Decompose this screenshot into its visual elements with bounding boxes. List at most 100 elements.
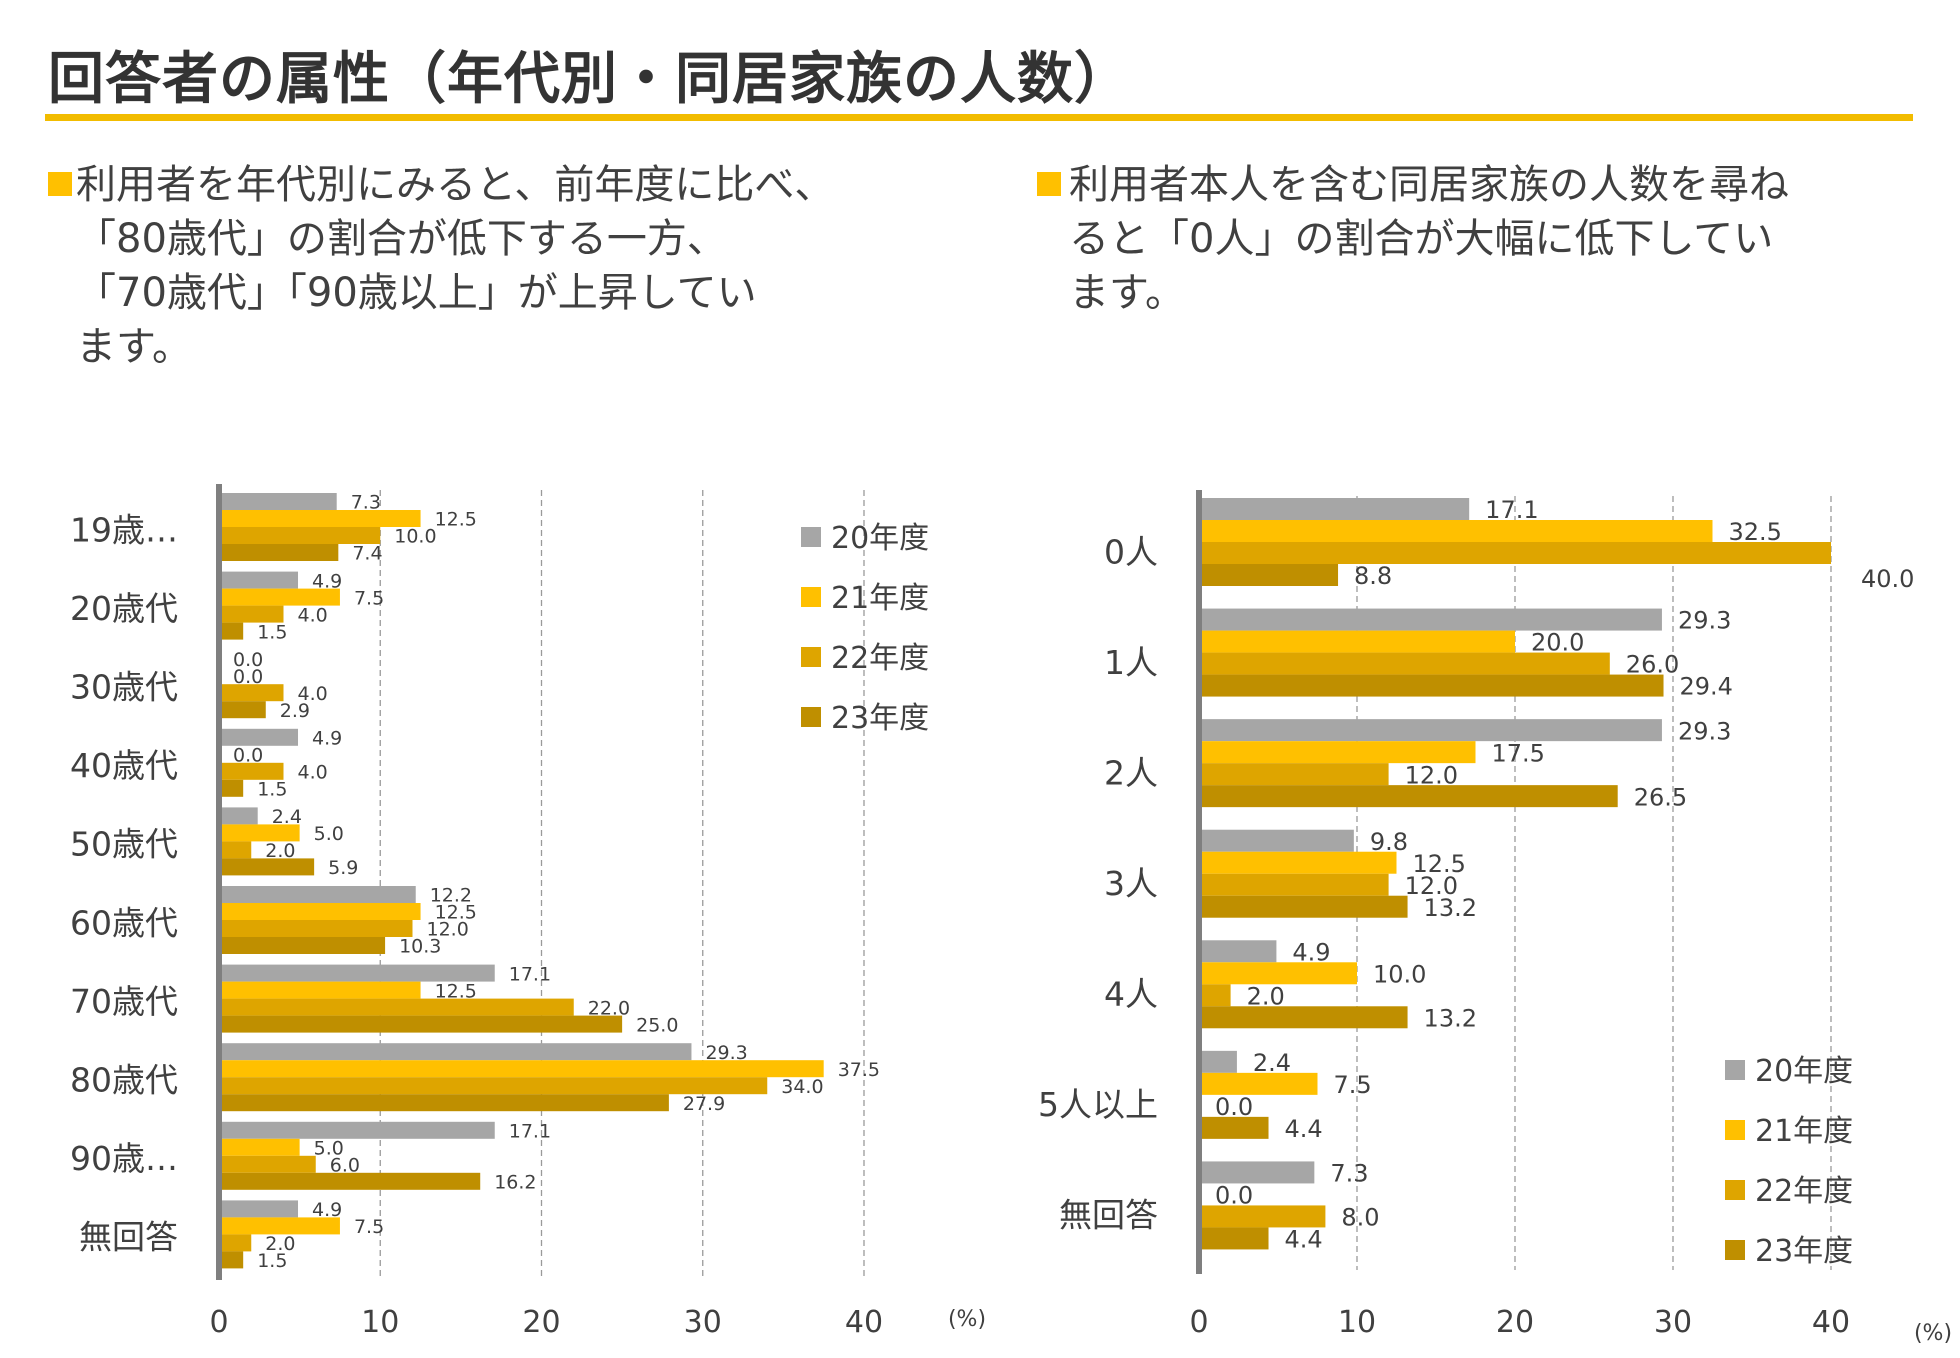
bar [219, 622, 244, 640]
x-tick-label: 20 [522, 1305, 560, 1340]
bar [1199, 1161, 1315, 1184]
data-label: 2.0 [265, 840, 295, 862]
legend-swatch [1725, 1060, 1745, 1080]
data-label: 17.1 [509, 1121, 551, 1143]
data-label: 9.8 [1370, 828, 1408, 856]
data-label: 7.3 [1330, 1160, 1368, 1188]
bar [1199, 1205, 1326, 1228]
bar [219, 527, 381, 544]
bar [1199, 785, 1618, 808]
bar [1199, 1072, 1318, 1095]
data-label: 2.4 [1253, 1049, 1291, 1077]
title-underline [45, 114, 1913, 121]
category-label: 70歳代 [70, 982, 178, 1021]
bar [219, 903, 421, 920]
bar [1199, 895, 1408, 918]
bar [219, 964, 495, 982]
category-label: 90歳… [70, 1139, 178, 1178]
data-label: 26.5 [1634, 783, 1687, 811]
data-label: 17.1 [509, 963, 551, 985]
bar [1199, 630, 1515, 653]
category-label: 40歳代 [70, 746, 178, 785]
legend-label: 20年度 [831, 521, 929, 556]
data-label: 27.9 [683, 1093, 725, 1115]
bar [219, 1121, 495, 1139]
legend-label: 22年度 [1755, 1174, 1853, 1209]
x-tick-label: 10 [1338, 1305, 1376, 1340]
bullet-left-line: 「80歳代」の割合が低下する一方、 [76, 216, 727, 262]
bar [1199, 498, 1470, 520]
x-tick-label: 10 [361, 1305, 399, 1340]
data-label: 25.0 [636, 1014, 678, 1036]
bar [219, 1043, 692, 1061]
bar [1199, 652, 1610, 675]
category-label: 80歳代 [70, 1061, 178, 1100]
category-label: 20歳代 [70, 589, 178, 628]
data-label: 0.0 [233, 745, 263, 767]
bullet-left-line: 利用者を年代別にみると、前年度に比べ、 [76, 162, 835, 208]
data-label: 7.4 [352, 543, 382, 565]
bar [219, 998, 574, 1016]
bullet-right-line: ると「0人」の割合が大幅に低下してい [1069, 216, 1774, 262]
legend-swatch [1725, 1240, 1745, 1260]
category-label: 60歳代 [70, 903, 178, 942]
data-label: 26.0 [1626, 651, 1679, 679]
bar [1199, 564, 1339, 586]
data-label: 5.9 [328, 857, 358, 879]
legend-swatch [801, 647, 821, 667]
bar [219, 1251, 244, 1269]
x-unit-label: (%) [1914, 1321, 1952, 1346]
legend-label: 21年度 [831, 581, 929, 616]
data-label: 13.2 [1424, 1004, 1477, 1032]
category-label: 無回答 [1059, 1196, 1158, 1235]
category-label: 0人 [1104, 532, 1158, 571]
bar [1199, 1227, 1269, 1250]
x-tick-label: 0 [1189, 1305, 1208, 1340]
x-tick-label: 40 [845, 1305, 883, 1340]
data-label: 17.1 [1485, 496, 1538, 524]
data-label: 22.0 [588, 997, 630, 1019]
bullet-right-line: ます。 [1069, 270, 1185, 316]
legend-label: 23年度 [1755, 1234, 1853, 1269]
bar [219, 1172, 481, 1190]
data-label: 4.9 [312, 1199, 342, 1221]
bar [219, 1060, 824, 1078]
data-label: 37.5 [838, 1059, 880, 1081]
data-label: 4.4 [1285, 1115, 1323, 1143]
bar [1199, 1116, 1269, 1139]
bar [219, 1155, 316, 1173]
bar [1199, 520, 1713, 542]
page-title: 回答者の属性（年代別・同居家族の人数） [48, 47, 1131, 112]
bar [219, 807, 258, 825]
data-label: 4.9 [1292, 938, 1330, 966]
bar [1199, 984, 1231, 1007]
bar [1199, 1050, 1237, 1073]
bar [1199, 719, 1662, 742]
data-label: 12.5 [435, 902, 477, 924]
bar [219, 571, 299, 589]
x-tick-label: 30 [684, 1305, 722, 1340]
data-label: 4.4 [1285, 1226, 1323, 1254]
data-label: 12.5 [435, 980, 477, 1002]
data-label: 2.0 [265, 1233, 295, 1255]
legend-label: 21年度 [1755, 1114, 1853, 1149]
legend-swatch [1725, 1120, 1745, 1140]
bar [219, 588, 340, 606]
x-unit-label: (%) [948, 1307, 986, 1332]
bar [1199, 674, 1664, 697]
x-tick-label: 20 [1496, 1305, 1534, 1340]
data-label: 0.0 [233, 649, 263, 671]
data-label: 1.5 [257, 1250, 287, 1272]
data-label: 7.5 [354, 1216, 384, 1238]
legend-label: 23年度 [831, 701, 929, 736]
bar [219, 1138, 300, 1156]
data-label: 29.4 [1680, 673, 1733, 701]
x-tick-label: 30 [1654, 1305, 1692, 1340]
bar [219, 684, 284, 702]
category-label: 4人 [1104, 975, 1158, 1014]
data-label: 10.0 [1373, 960, 1426, 988]
data-label: 12.0 [427, 919, 469, 941]
category-label: 30歳代 [70, 668, 178, 707]
data-label: 12.5 [1413, 850, 1466, 878]
